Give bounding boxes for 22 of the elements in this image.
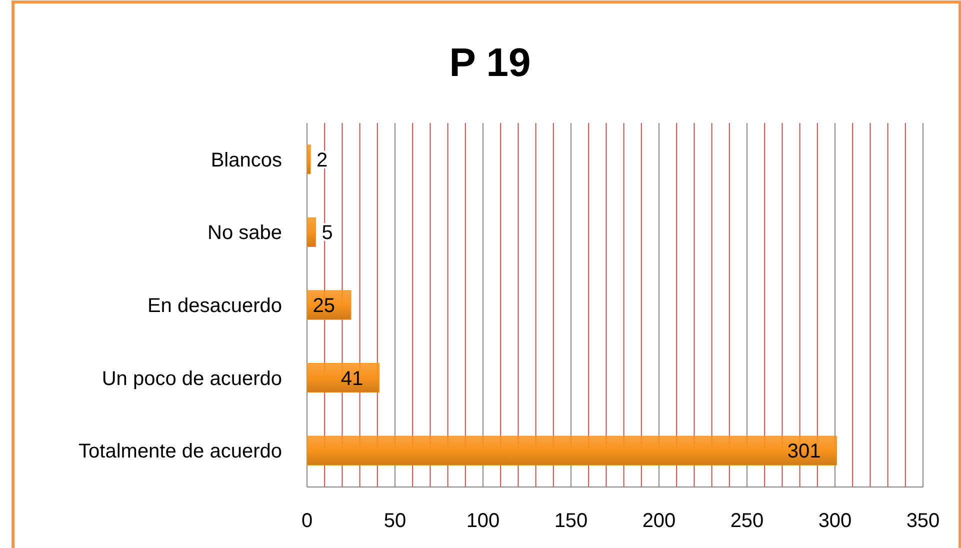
y-tick-label: Blancos: [210, 149, 282, 172]
y-tick-label: Un poco de acuerdo: [102, 368, 282, 390]
x-tick-label: 100: [466, 510, 500, 532]
y-tick-label: No sabe: [208, 222, 282, 244]
x-tick-label: 150: [554, 510, 588, 532]
x-tick-label: 0: [301, 510, 313, 532]
x-tick-label: 300: [818, 510, 852, 532]
chart-title: P 19: [449, 41, 531, 85]
bar: [306, 144, 311, 174]
data-label: 25: [312, 295, 335, 317]
x-tick-label: 50: [384, 510, 406, 532]
x-tick-label: 250: [730, 510, 764, 532]
y-tick-label: En desacuerdo: [147, 295, 282, 317]
y-tick-label: Totalmente de acuerdo: [78, 440, 282, 463]
bar: [306, 436, 838, 466]
x-tick-label: 350: [906, 510, 940, 532]
data-label: 301: [787, 440, 821, 463]
data-label: 41: [340, 368, 364, 390]
bar: [306, 290, 352, 320]
x-tick-label: 200: [642, 510, 676, 532]
bar: [306, 362, 380, 393]
bar: [306, 217, 316, 248]
